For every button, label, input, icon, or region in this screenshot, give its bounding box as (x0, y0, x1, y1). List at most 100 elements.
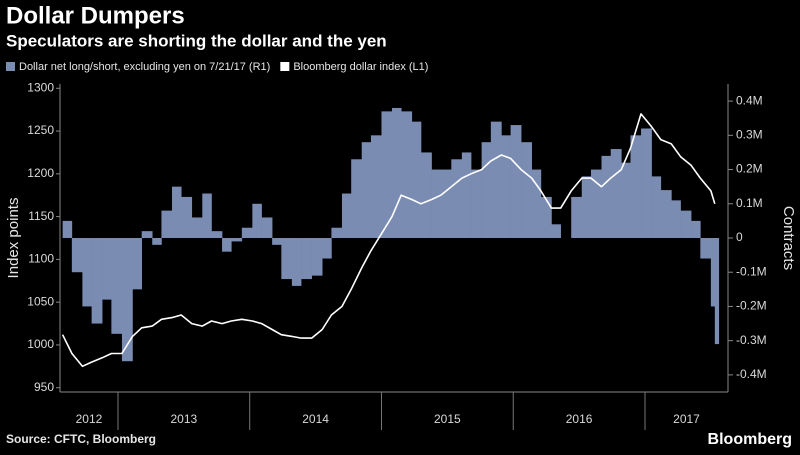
bar (451, 159, 463, 238)
bar (132, 238, 142, 290)
bar (291, 238, 302, 286)
x-tick-label: 2017 (673, 412, 700, 426)
bar (671, 200, 681, 238)
legend-label: Bloomberg dollar index (L1) (293, 61, 428, 73)
bar (540, 196, 552, 238)
bar (91, 238, 103, 324)
bar (641, 128, 652, 238)
bar (322, 238, 332, 259)
bar (571, 196, 583, 238)
bar (680, 210, 692, 238)
bar (281, 238, 293, 280)
x-tick-label: 2014 (302, 412, 329, 426)
bar (171, 186, 182, 238)
bar (121, 238, 133, 362)
bar (261, 217, 273, 238)
bar (710, 238, 716, 307)
line (61, 113, 716, 368)
y2-tick-label: 0.4M (736, 93, 763, 107)
bar (311, 238, 323, 276)
bar (490, 121, 502, 238)
bar (252, 203, 262, 238)
x-tick-label: 2012 (76, 412, 103, 426)
chart-title: Dollar Dumpers (6, 2, 185, 29)
y2-tick-label: -0.3M (736, 333, 767, 347)
bar (392, 107, 402, 238)
bar (141, 231, 153, 238)
bar (660, 190, 672, 238)
y-tick-label: 950 (34, 380, 54, 394)
x-tick-label: 2015 (434, 412, 461, 426)
bar (370, 135, 382, 238)
bar (191, 217, 203, 238)
legend-swatch (6, 62, 15, 71)
bar (361, 142, 372, 238)
bar (71, 238, 83, 273)
bar (691, 220, 701, 238)
bar (341, 193, 352, 238)
bar (111, 238, 123, 334)
y-axis-title: Index points (5, 198, 22, 279)
bar (510, 125, 522, 238)
bar (222, 238, 232, 252)
bar (630, 135, 642, 238)
bar (700, 238, 712, 259)
legend-swatch (280, 62, 290, 71)
y-tick-label: 1300 (27, 80, 54, 94)
bar (471, 169, 482, 238)
bar (181, 196, 193, 238)
bar (651, 176, 662, 238)
y2-tick-label: 0 (736, 230, 743, 244)
plot (61, 107, 720, 368)
y-tick-label: 1050 (27, 294, 54, 308)
y-tick-label: 1150 (28, 209, 54, 223)
bar (440, 169, 452, 238)
bar (272, 238, 282, 245)
bar (531, 169, 542, 238)
bar (102, 238, 112, 300)
bar (62, 220, 73, 238)
bar (381, 111, 393, 238)
y2-tick-label: -0.1M (736, 264, 767, 278)
bar (431, 169, 442, 238)
bar (581, 176, 592, 238)
bar (610, 149, 622, 238)
bar (411, 121, 422, 238)
brand: Bloomberg (708, 431, 792, 448)
bar (351, 159, 363, 238)
bar (551, 224, 561, 238)
bar (521, 142, 532, 238)
legend-label: Dollar net long/short, excluding yen on … (19, 61, 270, 73)
chart-subtitle: Speculators are shorting the dollar and … (6, 31, 387, 50)
bar (241, 227, 253, 238)
bar (421, 152, 432, 238)
bar (590, 169, 602, 238)
y-tick-label: 1200 (27, 166, 54, 180)
x-tick-label: 2016 (566, 412, 593, 426)
y2-tick-label: 0.1M (736, 196, 763, 210)
y2-tick-label: -0.4M (736, 367, 767, 381)
y2-tick-label: -0.2M (736, 299, 767, 313)
bar (202, 193, 212, 238)
bar (211, 231, 223, 238)
bar (161, 210, 173, 238)
y2-tick-label: 0.3M (736, 128, 763, 142)
bar (231, 238, 243, 242)
source: Source: CFTC, Bloomberg (6, 432, 156, 446)
y2-tick-label: 0.2M (736, 162, 763, 176)
bar (401, 111, 413, 238)
bar (714, 238, 720, 345)
y-tick-label: 1250 (27, 123, 54, 137)
bar (152, 238, 162, 245)
y2-axis-title: Contracts (780, 206, 797, 270)
bar (621, 162, 631, 238)
bar (481, 142, 492, 238)
y-tick-label: 1100 (28, 252, 54, 266)
y-tick-label: 1000 (27, 337, 54, 351)
bar (82, 238, 92, 307)
bar (601, 155, 612, 238)
bar (501, 135, 511, 238)
bar (301, 238, 312, 280)
